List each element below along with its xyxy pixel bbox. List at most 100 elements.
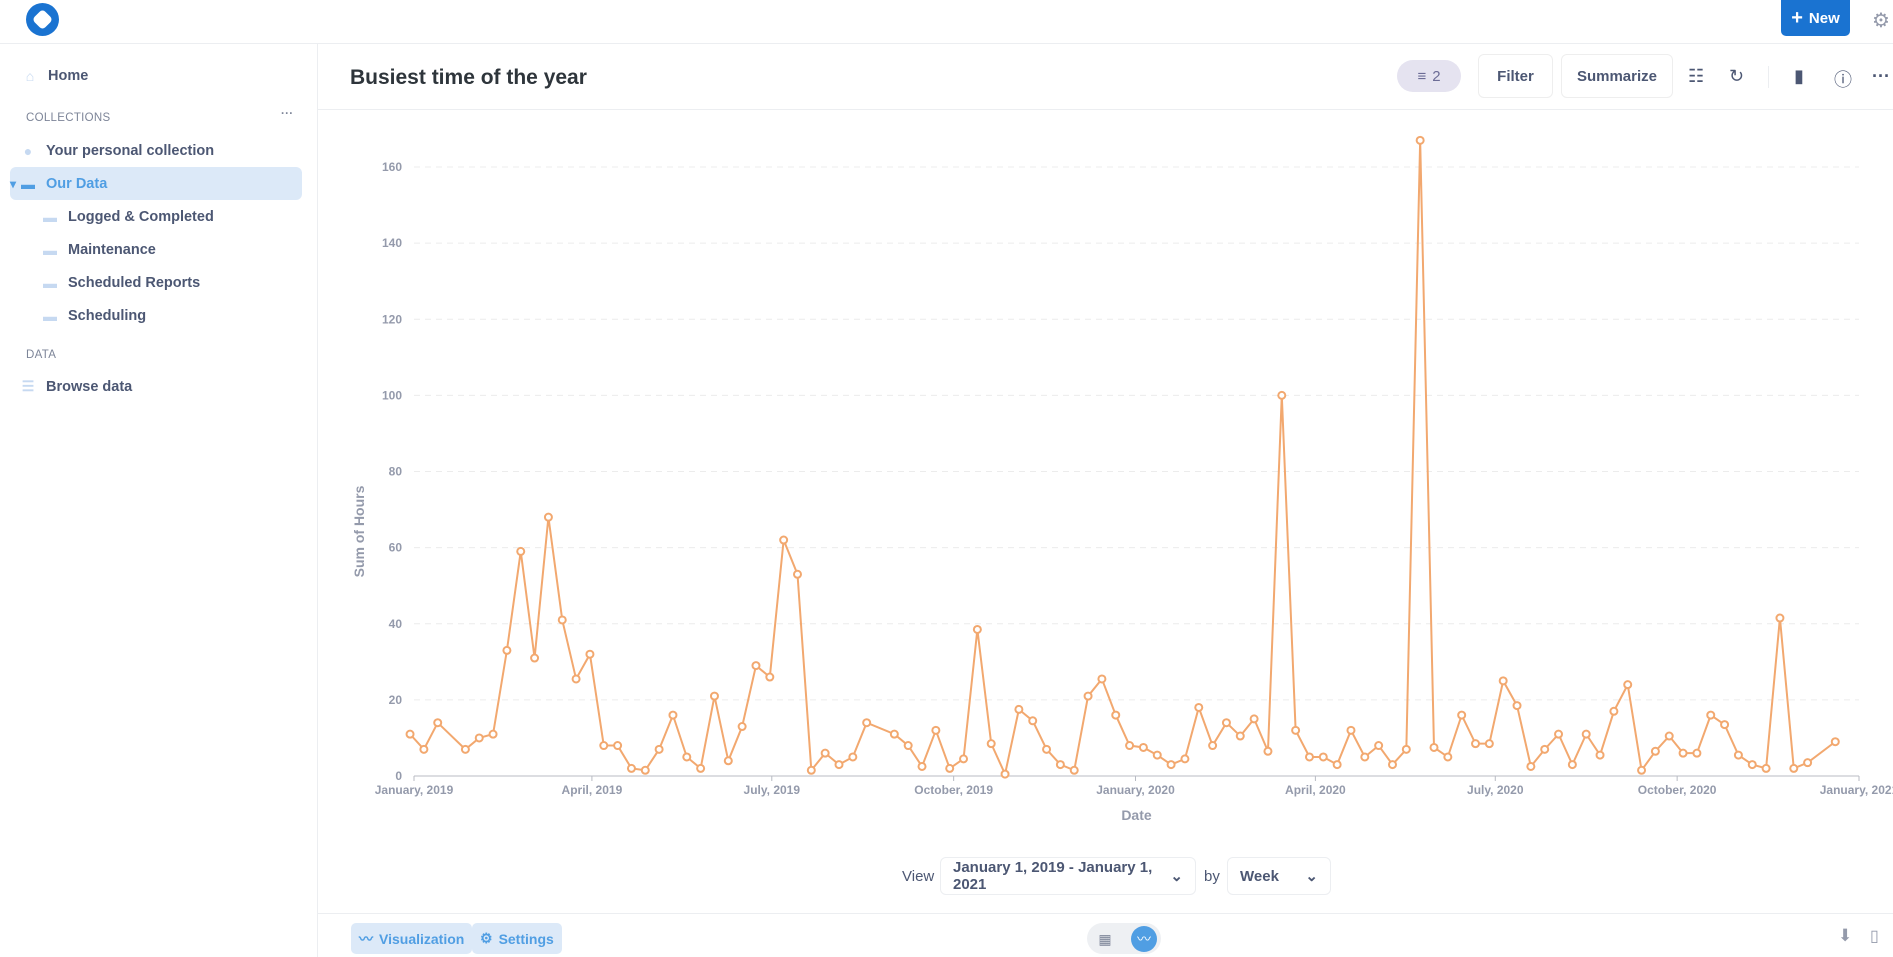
notebook-icon[interactable]: ☷ <box>1688 66 1705 86</box>
data-point <box>1360 752 1370 762</box>
data-point <box>1706 710 1716 720</box>
data-point <box>1775 613 1785 623</box>
new-button[interactable]: + New <box>1781 0 1850 36</box>
x-tick-label: October, 2019 <box>914 783 993 797</box>
data-point <box>751 661 761 671</box>
view-label: View <box>902 867 935 885</box>
data-point <box>1180 754 1190 764</box>
sidebar-item-scheduling[interactable]: ▬ Scheduling <box>43 307 147 324</box>
data-point <box>1720 720 1730 730</box>
data-point <box>1055 760 1065 770</box>
table-icon[interactable]: ▦ <box>1098 930 1112 947</box>
x-axis-label: Date <box>1121 807 1152 823</box>
view-toggle: ▦ 〰 <box>1087 923 1161 954</box>
data-point <box>696 763 706 773</box>
y-axis-label: Sum of Hours <box>351 485 367 577</box>
plus-icon: + <box>1791 6 1803 29</box>
y-tick-label: 80 <box>389 465 403 479</box>
data-point <box>848 752 858 762</box>
visualization-button[interactable]: 〰 Visualization <box>351 923 473 954</box>
data-point <box>1484 739 1494 749</box>
folder-icon: ▬ <box>43 307 57 324</box>
data-heading: DATA <box>26 349 57 361</box>
data-point <box>1830 737 1840 747</box>
data-point <box>931 725 941 735</box>
info-icon[interactable]: ⓘ <box>1834 70 1852 90</box>
gear-icon[interactable]: ⚙ <box>1872 10 1890 32</box>
data-point <box>972 624 982 634</box>
settings-button[interactable]: ⚙ Settings <box>472 923 562 954</box>
data-point <box>1318 752 1328 762</box>
data-point <box>1277 390 1287 400</box>
sidebar-item-scheduled-reports[interactable]: ▬ Scheduled Reports <box>43 274 201 291</box>
data-point <box>1803 758 1813 768</box>
filter-icon: ≡ <box>1417 67 1427 85</box>
filter-button[interactable]: Filter <box>1478 54 1553 98</box>
data-point <box>1664 731 1674 741</box>
data-point <box>1125 741 1135 751</box>
sidebar-item-browse-data[interactable]: ☰ Browse data <box>21 378 133 395</box>
sidebar-item-logged-completed[interactable]: ▬ Logged & Completed <box>43 208 214 225</box>
data-point <box>1443 752 1453 762</box>
data-point <box>792 569 802 579</box>
sidebar: ⌂ Home COLLECTIONS ··· ● Your personal col… <box>0 44 318 957</box>
data-point <box>1471 739 1481 749</box>
page-title: Busiest time of the year <box>350 66 587 89</box>
y-tick-label: 120 <box>382 312 402 326</box>
data-point <box>543 512 553 522</box>
granularity-select[interactable]: Week ⌄ <box>1227 857 1331 895</box>
collections-more-button[interactable]: ··· <box>281 108 294 120</box>
download-icon[interactable]: ⬇ <box>1838 926 1853 945</box>
data-point <box>723 756 733 766</box>
data-point <box>834 760 844 770</box>
data-point <box>405 729 415 739</box>
data-point <box>1595 750 1605 760</box>
data-point <box>1097 674 1107 684</box>
chart-icon[interactable]: 〰 <box>1131 926 1157 952</box>
refresh-icon[interactable]: ↻ <box>1729 66 1745 86</box>
data-point <box>1235 731 1245 741</box>
sidebar-item-maintenance[interactable]: ▬ Maintenance <box>43 241 156 258</box>
divider <box>1768 66 1769 88</box>
data-point <box>1304 752 1314 762</box>
folder-icon: ▬ <box>43 274 57 291</box>
data-point <box>959 754 969 764</box>
calendar-icon[interactable]: ▯ <box>1870 928 1879 945</box>
data-point <box>1332 760 1342 770</box>
filter-count-badge[interactable]: ≡ 2 <box>1397 60 1461 92</box>
date-range-select[interactable]: January 1, 2019 - January 1, 2021 ⌄ <box>940 857 1196 895</box>
sidebar-item-personal-collection[interactable]: ● Your personal collection <box>20 134 312 167</box>
data-point <box>640 765 650 775</box>
data-point <box>1512 701 1522 711</box>
data-point <box>1609 706 1619 716</box>
data-point <box>1346 725 1356 735</box>
y-tick-label: 160 <box>382 160 402 174</box>
more-icon[interactable]: ··· <box>1872 66 1890 86</box>
y-tick-label: 40 <box>389 617 403 631</box>
y-tick-label: 60 <box>389 541 403 555</box>
data-point <box>571 674 581 684</box>
chevron-down-icon: ⌄ <box>1305 868 1318 885</box>
data-point <box>1221 718 1231 728</box>
data-point <box>502 645 512 655</box>
sidebar-item-our-data[interactable]: ▾ ▬ Our Data <box>10 167 302 200</box>
summarize-button[interactable]: Summarize <box>1561 54 1673 98</box>
bookmark-icon[interactable]: ▮ <box>1794 66 1804 86</box>
data-point <box>986 739 996 749</box>
data-point <box>1083 691 1093 701</box>
by-label: by <box>1204 867 1220 885</box>
sidebar-item-home[interactable]: ⌂ Home <box>22 59 314 92</box>
data-point <box>626 763 636 773</box>
top-nav: + New ⚙ <box>0 0 1893 44</box>
data-point <box>1387 760 1397 770</box>
data-point <box>1069 765 1079 775</box>
x-tick-label: July, 2019 <box>744 783 801 797</box>
chevron-down-icon: ⌄ <box>1170 868 1183 885</box>
x-tick-label: October, 2020 <box>1638 783 1717 797</box>
data-point <box>945 763 955 773</box>
data-point <box>1692 748 1702 758</box>
folder-icon: ▬ <box>21 175 36 192</box>
x-tick-label: July, 2020 <box>1467 783 1524 797</box>
folder-icon: ▬ <box>43 208 57 225</box>
metabase-logo-icon[interactable] <box>26 3 59 36</box>
